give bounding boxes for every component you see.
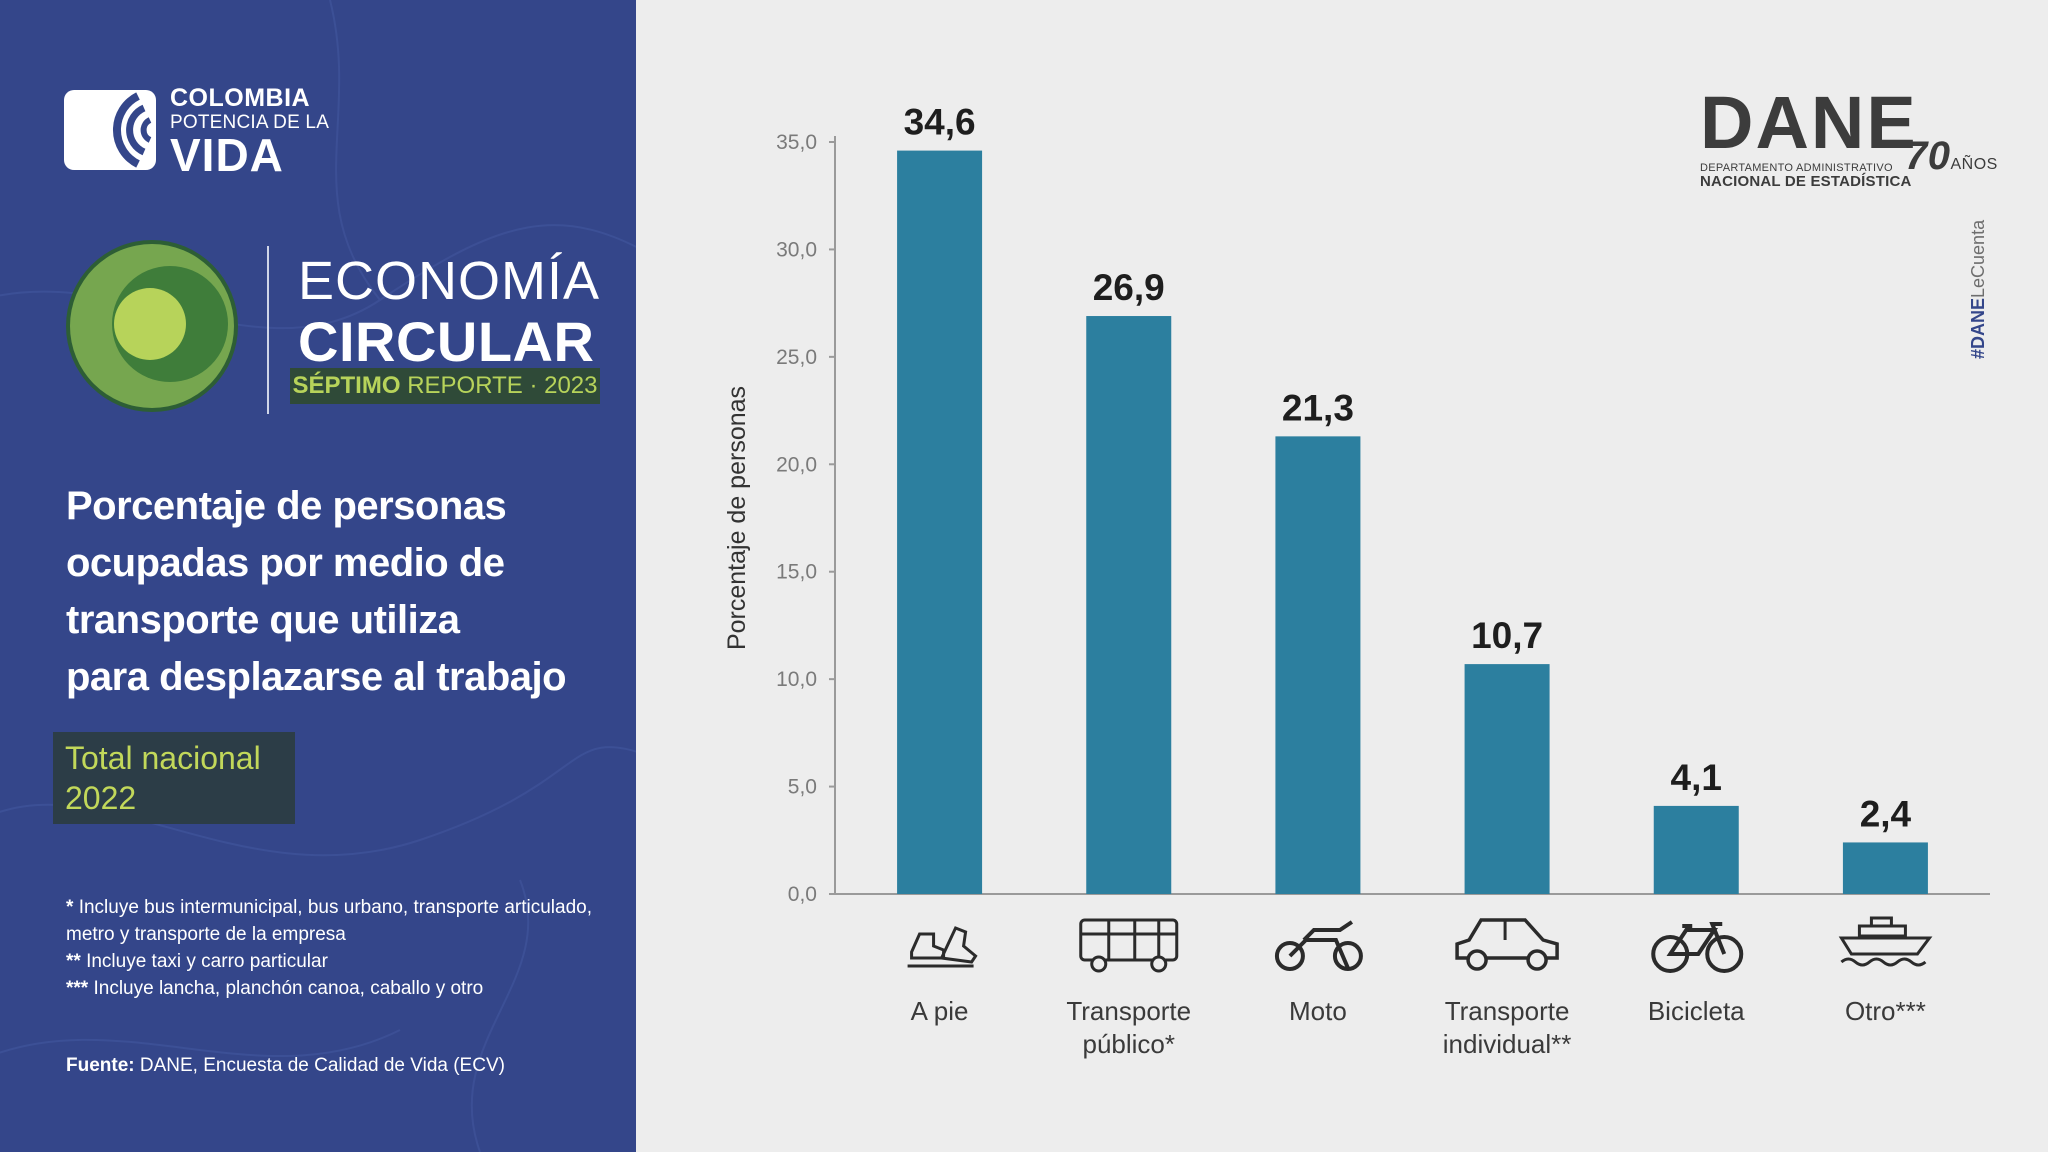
bar xyxy=(1086,316,1172,894)
bar xyxy=(1464,664,1550,894)
anniversary-label: AÑOS xyxy=(1950,156,1998,173)
report-title-line1: ECONOMÍA xyxy=(298,251,601,311)
y-tick-label: 25,0 xyxy=(776,346,817,369)
footnote-mark: ** xyxy=(66,951,81,972)
report-badge: SÉPTIMO REPORTE · 2023 xyxy=(290,368,600,404)
dane-anniversary: 70AÑOS xyxy=(1905,136,1998,176)
car-icon xyxy=(1455,918,1559,971)
bar xyxy=(897,150,983,894)
chart-title-line: Porcentaje de personas xyxy=(66,484,507,528)
bar xyxy=(1842,842,1928,894)
footnote: ** Incluye taxi y carro particular xyxy=(66,948,626,975)
bus-icon xyxy=(1079,918,1179,973)
footnote-mark: * xyxy=(66,897,74,918)
x-tick-label: Transporte xyxy=(1445,996,1570,1026)
source-text: DANE, Encuesta de Calidad de Vida (ECV) xyxy=(139,1055,505,1076)
colombia-line3: VIDA xyxy=(170,129,284,181)
report-badge-rest: REPORTE · 2023 xyxy=(407,372,598,399)
source-label: Fuente: xyxy=(66,1055,135,1076)
footnote-text: Incluye lancha, planchón canoa, caballo … xyxy=(93,978,484,999)
footnote-text: Incluye taxi y carro particular xyxy=(86,951,328,972)
x-tick-label: Otro*** xyxy=(1845,996,1926,1026)
report-badge-bold: SÉPTIMO xyxy=(292,372,401,399)
source-note: Fuente: DANE, Encuesta de Calidad de Vid… xyxy=(66,1055,505,1077)
x-tick-label: público* xyxy=(1082,1029,1175,1059)
anniversary-number: 70 xyxy=(1905,134,1951,178)
boat-icon xyxy=(1838,916,1933,967)
data-label: 34,6 xyxy=(904,102,976,143)
x-tick-label: A pie xyxy=(911,996,969,1026)
bicycle-icon xyxy=(1651,922,1744,973)
scope-line1: Total nacional xyxy=(65,740,261,776)
chart-title-line: ocupadas por medio de xyxy=(66,541,505,585)
footnote-mark: *** xyxy=(66,978,89,999)
y-tick-label: 15,0 xyxy=(776,561,817,584)
footnote: * Incluye bus intermunicipal, bus urbano… xyxy=(66,894,626,921)
circular-economy-logo-icon xyxy=(66,240,238,412)
motorcycle-icon xyxy=(1274,920,1363,971)
colombia-line2: POTENCIA DE LA xyxy=(170,112,330,133)
colombia-wordmark: COLOMBIA POTENCIA DE LA VIDA xyxy=(170,84,330,181)
colombia-logo-icon xyxy=(64,90,156,170)
data-label: 4,1 xyxy=(1671,757,1722,798)
x-tick-label: Moto xyxy=(1289,996,1347,1026)
data-label: 21,3 xyxy=(1282,387,1354,428)
footnote: metro y transporte de la empresa xyxy=(66,921,626,948)
dane-subtitle-small: DEPARTAMENTO ADMINISTRATIVO xyxy=(1700,162,1893,174)
report-title: ECONOMÍA CIRCULAR xyxy=(298,254,600,370)
chart-title-line: para desplazarse al trabajo xyxy=(66,655,567,699)
x-tick-label: individual** xyxy=(1443,1029,1572,1059)
y-tick-label: 5,0 xyxy=(788,776,817,799)
data-label: 10,7 xyxy=(1471,615,1543,656)
walking-shoes-icon xyxy=(907,926,978,968)
footnotes: * Incluye bus intermunicipal, bus urbano… xyxy=(66,894,626,1002)
x-tick-label: Bicicleta xyxy=(1648,996,1745,1026)
y-tick-label: 10,0 xyxy=(776,668,817,691)
colombia-line1: COLOMBIA xyxy=(170,84,311,112)
y-tick-label: 20,0 xyxy=(776,453,817,476)
footnote-text: Incluye bus intermunicipal, bus urbano, … xyxy=(78,897,592,918)
data-label: 26,9 xyxy=(1093,267,1165,308)
y-axis-label: Porcentaje de personas xyxy=(723,386,751,650)
dane-logo: DANE DEPARTAMENTO ADMINISTRATIVO NACIONA… xyxy=(1700,86,1918,190)
chart-title-line: transporte que utiliza xyxy=(66,598,460,642)
footnote: *** Incluye lancha, planchón canoa, caba… xyxy=(66,975,626,1002)
report-divider xyxy=(267,246,269,414)
bar xyxy=(1653,805,1739,894)
scope-badge: Total nacional 2022 xyxy=(53,732,295,824)
y-tick-label: 35,0 xyxy=(776,131,817,154)
footnote-text: metro y transporte de la empresa xyxy=(66,924,346,945)
chart-title: Porcentaje de personas ocupadas por medi… xyxy=(66,478,606,706)
dane-subtitle-big: NACIONAL DE ESTADÍSTICA xyxy=(1700,173,1912,190)
x-tick-label: Transporte xyxy=(1066,996,1191,1026)
report-title-line2: CIRCULAR xyxy=(298,310,595,373)
left-panel: COLOMBIA POTENCIA DE LA VIDA ECONOMÍA CI… xyxy=(0,0,636,1152)
y-tick-label: 0,0 xyxy=(788,883,817,906)
scope-line2: 2022 xyxy=(65,780,137,816)
y-tick-label: 30,0 xyxy=(776,238,817,261)
data-label: 2,4 xyxy=(1860,793,1912,834)
bar xyxy=(1275,436,1361,894)
dane-wordmark: DANE xyxy=(1700,81,1918,164)
